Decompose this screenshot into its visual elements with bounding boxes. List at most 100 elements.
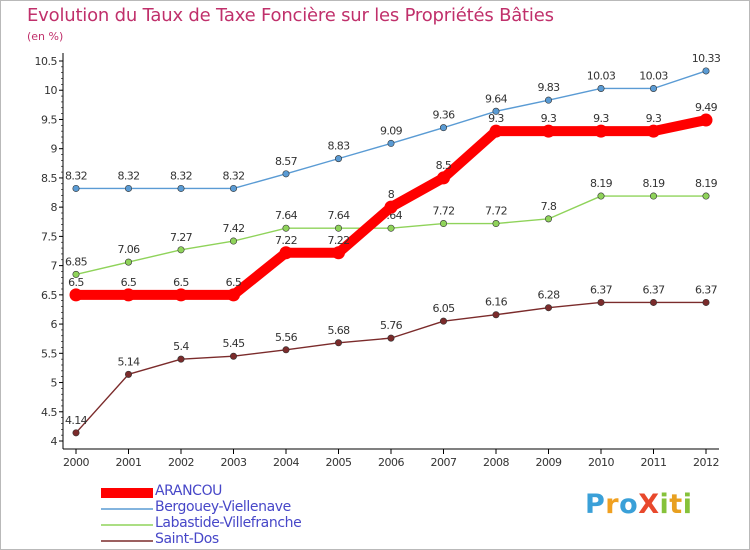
data-point-saint-dos [702, 298, 710, 306]
y-tick-label: 5 [51, 377, 58, 390]
proxiti-logo-letter: i [682, 489, 693, 520]
data-point-saint-dos [544, 304, 552, 312]
y-tick-label: 10 [44, 84, 57, 97]
data-label-bergouey-viellenave: 8.83 [327, 140, 350, 153]
data-point-bergouey-viellenave [387, 139, 395, 147]
proxiti-logo-letter: X [638, 489, 660, 520]
x-tick-label: 2010 [588, 456, 614, 469]
y-tick-label: 5.5 [41, 347, 57, 360]
legend-swatch-saint-dos [101, 540, 153, 542]
data-label-bergouey-viellenave: 8.32 [117, 169, 139, 182]
data-point-bergouey-viellenave [544, 96, 552, 104]
data-label-arancou: 9.3 [541, 112, 557, 125]
data-point-labastide-villefranche [702, 192, 710, 200]
data-point-arancou [227, 288, 240, 302]
data-label-labastide-villefranche: 7.64 [275, 209, 298, 222]
x-tick-label: 2005 [326, 456, 352, 469]
data-label-labastide-villefranche: 7.72 [485, 205, 507, 218]
data-point-saint-dos [72, 429, 80, 437]
data-point-arancou [489, 124, 503, 138]
x-tick-label: 2006 [378, 456, 404, 469]
data-point-labastide-villefranche [439, 220, 447, 228]
data-label-saint-dos: 5.45 [222, 337, 245, 350]
data-point-labastide-villefranche [492, 220, 500, 228]
legend-label-labastide-villefranche: Labastide-Villefranche [155, 515, 302, 531]
data-point-saint-dos [597, 298, 605, 306]
data-point-saint-dos [387, 334, 395, 342]
data-label-arancou: 8.5 [436, 159, 452, 172]
proxiti-logo-letter: i [659, 489, 670, 520]
x-tick-label: 2000 [63, 456, 89, 469]
data-point-bergouey-viellenave [597, 84, 605, 92]
proxiti-logo: ProXiti [585, 489, 692, 520]
data-label-labastide-villefranche: 7.64 [327, 209, 350, 222]
data-point-arancou [174, 288, 188, 302]
data-label-saint-dos: 5.68 [327, 324, 350, 337]
data-label-arancou: 6.5 [226, 276, 242, 289]
legend-swatch-bergouey-viellenave [101, 508, 153, 510]
data-point-bergouey-viellenave [230, 184, 238, 192]
data-point-labastide-villefranche [282, 224, 290, 232]
data-point-bergouey-viellenave [282, 170, 290, 178]
data-label-saint-dos: 6.16 [485, 296, 508, 309]
data-label-arancou: 7.22 [327, 234, 349, 247]
data-label-saint-dos: 6.37 [642, 283, 665, 296]
data-label-saint-dos: 5.56 [275, 331, 298, 344]
data-point-arancou [384, 200, 398, 214]
data-point-labastide-villefranche [597, 192, 605, 200]
data-label-arancou: 6.5 [121, 276, 137, 289]
data-label-bergouey-viellenave: 9.36 [432, 109, 455, 122]
data-point-bergouey-viellenave [125, 184, 133, 192]
data-label-labastide-villefranche: 7.06 [117, 243, 140, 256]
chart-subtitle: (en %) [27, 30, 64, 43]
data-label-labastide-villefranche: 8.19 [590, 177, 613, 190]
x-tick-label: 2008 [483, 456, 509, 469]
data-point-arancou [332, 246, 345, 260]
data-point-arancou [69, 288, 83, 302]
x-tick-label: 2009 [536, 456, 562, 469]
data-point-saint-dos [439, 317, 447, 325]
y-tick-label: 10.5 [35, 55, 58, 68]
data-point-saint-dos [649, 298, 657, 306]
data-label-bergouey-viellenave: 8.32 [222, 169, 244, 182]
y-tick-label: 8.5 [41, 172, 57, 185]
proxiti-logo-letter: o [619, 489, 639, 520]
data-label-bergouey-viellenave: 9.64 [485, 92, 508, 105]
x-tick-label: 2001 [116, 456, 142, 469]
legend-label-arancou: ARANCOU [155, 483, 223, 499]
data-label-bergouey-viellenave: 8.32 [65, 169, 87, 182]
data-point-bergouey-viellenave [702, 67, 710, 75]
data-label-arancou: 6.5 [173, 276, 189, 289]
data-label-labastide-villefranche: 7.42 [222, 222, 244, 235]
data-label-saint-dos: 6.37 [590, 283, 613, 296]
legend-label-bergouey-viellenave: Bergouey-Viellenave [155, 499, 291, 515]
data-point-arancou [647, 124, 660, 138]
data-point-bergouey-viellenave [439, 124, 447, 132]
x-tick-label: 2002 [168, 456, 194, 469]
legend-swatch-arancou [101, 488, 153, 498]
data-point-labastide-villefranche [334, 224, 342, 232]
data-label-labastide-villefranche: 6.85 [65, 255, 88, 268]
data-point-saint-dos [492, 311, 500, 319]
legend-label-saint-dos: Saint-Dos [155, 531, 219, 547]
chart-title: Evolution du Taux de Taxe Foncière sur l… [27, 5, 554, 26]
x-tick-label: 2004 [273, 456, 299, 469]
data-point-arancou [699, 113, 713, 127]
data-point-labastide-villefranche [230, 237, 238, 245]
data-point-bergouey-viellenave [334, 155, 342, 163]
data-label-arancou: 9.3 [488, 112, 504, 125]
y-tick-label: 7 [51, 260, 58, 273]
proxiti-logo-letter: r [605, 489, 620, 520]
data-point-saint-dos [230, 352, 238, 360]
y-tick-label: 7.5 [41, 230, 57, 243]
data-point-labastide-villefranche [544, 215, 552, 223]
data-label-saint-dos: 4.14 [65, 414, 88, 427]
data-label-saint-dos: 5.4 [173, 340, 189, 353]
data-point-arancou [279, 246, 293, 260]
data-point-labastide-villefranche [387, 224, 395, 232]
data-point-bergouey-viellenave [177, 184, 185, 192]
proxiti-logo-letter: t [669, 489, 683, 520]
data-point-labastide-villefranche [649, 192, 657, 200]
data-point-arancou [122, 288, 135, 302]
x-tick-label: 2007 [431, 456, 457, 469]
